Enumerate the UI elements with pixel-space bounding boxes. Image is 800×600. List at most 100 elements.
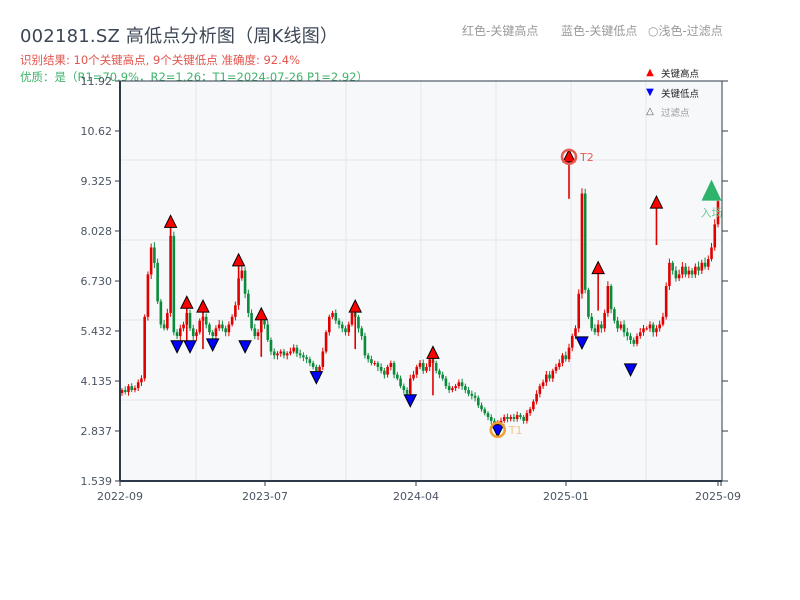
candle (328, 316, 331, 333)
key-high-marker[interactable] (179, 295, 194, 309)
key-high-marker[interactable] (254, 306, 269, 321)
candle (227, 324, 231, 333)
candle (399, 378, 402, 387)
candle (204, 316, 208, 325)
legend-item-key-high[interactable]: ▲ 关键高点 (645, 66, 699, 81)
key-low-marker[interactable] (623, 363, 638, 378)
candle (230, 316, 234, 325)
candle (350, 312, 354, 325)
candle (169, 235, 172, 313)
y-tick-label: 1.539 (81, 475, 113, 488)
candle (706, 259, 710, 267)
key-high-marker[interactable] (348, 298, 363, 313)
candle (418, 363, 422, 367)
candle (580, 193, 584, 294)
candle (120, 390, 124, 394)
legend-item-filtered[interactable]: △ 过滤点 (645, 105, 689, 120)
candle (651, 324, 655, 333)
candle (324, 332, 328, 352)
candle (285, 353, 289, 356)
candle (477, 397, 480, 406)
x-tick-label: 2025-09 (695, 490, 741, 503)
candle (603, 312, 606, 329)
candle (609, 285, 613, 310)
candle (632, 339, 636, 344)
candle (554, 366, 558, 371)
candle (613, 309, 616, 321)
candle (502, 416, 506, 421)
candle (305, 357, 308, 360)
key-high-marker[interactable] (649, 194, 664, 209)
candle (441, 374, 444, 379)
candle (392, 363, 396, 375)
candle (123, 390, 127, 392)
candle (143, 316, 146, 379)
candle (269, 339, 273, 352)
candle (590, 316, 593, 329)
candle (279, 351, 283, 354)
candle (467, 390, 470, 394)
candle (622, 324, 626, 333)
key-low-marker[interactable] (170, 340, 184, 354)
candle (687, 270, 691, 275)
candle (162, 324, 166, 329)
key-low-marker[interactable] (183, 340, 197, 354)
candle (515, 415, 519, 419)
key-high-marker[interactable] (231, 252, 246, 267)
candle (250, 312, 253, 329)
candle (224, 328, 227, 333)
candle (208, 324, 211, 333)
candle (315, 366, 318, 375)
result-summary: 识别结果: 10个关键高点, 9个关键低点 准确度: 92.4% (20, 53, 301, 67)
y-tick-label: 2.837 (81, 425, 113, 438)
candle (289, 351, 292, 354)
candle (661, 316, 665, 325)
candle (412, 374, 415, 379)
candle (668, 262, 671, 286)
candle (217, 324, 221, 329)
candle (376, 363, 380, 367)
key-high-marker[interactable] (562, 148, 576, 163)
key-low-marker[interactable] (238, 340, 252, 354)
candle (408, 378, 412, 394)
candle (557, 363, 561, 367)
candle (483, 409, 487, 414)
key-low-marker[interactable] (575, 336, 589, 351)
candle (535, 393, 538, 402)
entry-marker[interactable] (701, 179, 722, 201)
key-high-marker[interactable] (591, 260, 605, 275)
key-high-marker[interactable] (163, 214, 178, 228)
candle (402, 386, 406, 391)
candle (541, 382, 545, 387)
candle (347, 324, 351, 333)
candle (593, 328, 597, 333)
candle (454, 386, 457, 389)
candle (405, 390, 409, 394)
candle (690, 270, 694, 275)
candle (159, 301, 163, 325)
legend-item-key-low[interactable]: ▼ 关键低点 (645, 86, 699, 101)
key-low-marker[interactable] (205, 338, 220, 352)
candle (658, 324, 661, 329)
candle (140, 378, 143, 383)
candle (366, 355, 370, 360)
triangle-outline-icon: △ (646, 106, 654, 117)
key-low-marker[interactable] (309, 371, 324, 385)
key-low-marker[interactable] (403, 394, 418, 408)
candle (133, 388, 137, 391)
y-tick-label: 11.92 (81, 75, 113, 88)
key-high-marker[interactable] (426, 345, 440, 359)
candle (318, 366, 321, 375)
key-low-marker[interactable] (490, 424, 505, 438)
legend-note-red: 红色-关键高点 (462, 24, 539, 38)
candle (153, 247, 156, 263)
candle (694, 266, 697, 275)
key-high-marker[interactable] (196, 298, 210, 313)
candle (434, 363, 438, 371)
legend-note-light: ○浅色-过滤点 (648, 24, 723, 38)
candle (635, 336, 639, 344)
candle (136, 382, 140, 389)
candle (522, 416, 525, 421)
candle (713, 224, 717, 248)
